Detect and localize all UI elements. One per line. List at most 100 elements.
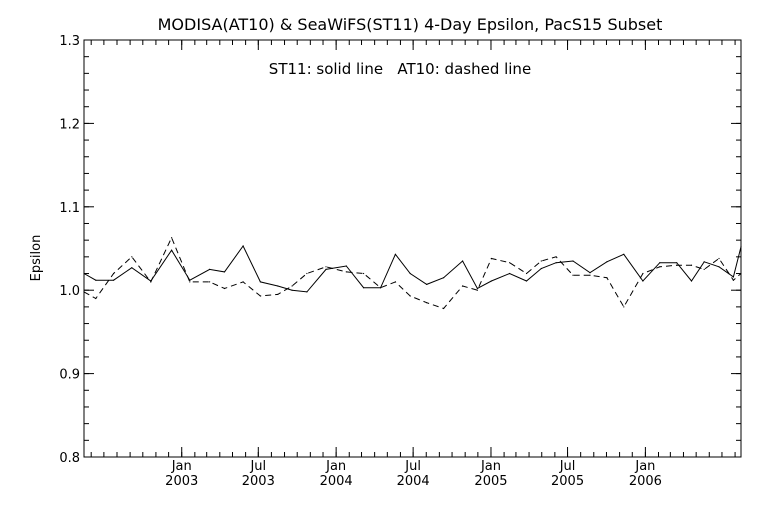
data-point-st11 [83,272,85,275]
x-tick-year-label: 2005 [474,474,507,489]
data-point-at10 [209,281,211,283]
data-point-st11 [490,280,492,282]
data-point-at10 [476,289,478,291]
data-point-st11 [306,291,308,293]
data-point-st11 [642,280,644,282]
data-point-at10 [95,297,97,300]
data-point-at10 [703,268,705,270]
data-point-st11 [740,246,742,248]
data-point-st11 [443,277,445,279]
data-point-at10 [740,272,742,275]
x-tick-month-label: Jan [325,459,346,474]
data-point-at10 [259,295,261,297]
x-tick-year-label: 2006 [629,474,662,489]
y-tick-label: 0.8 [59,451,80,466]
data-point-at10 [525,272,528,275]
x-tick-month-label: Jul [249,459,266,474]
data-point-at10 [242,281,244,283]
data-point-at10 [325,266,327,268]
y-axis-label: Epsilon [29,235,44,282]
data-point-st11 [462,260,464,262]
data-point-st11 [95,279,97,281]
data-point-at10 [718,257,720,260]
data-point-at10 [509,262,511,264]
x-tick-year-label: 2004 [397,474,430,489]
y-tick-label: 1.3 [59,34,80,49]
y-tick-label: 1.1 [59,201,80,216]
data-point-st11 [540,267,542,270]
chart-title: MODISA(AT10) & SeaWiFS(ST11) 4-Day Epsil… [158,15,663,34]
data-point-at10 [623,306,625,308]
data-point-st11 [509,272,511,275]
y-tick-label: 1.0 [59,284,80,299]
data-point-st11 [394,253,396,255]
data-point-at10 [189,281,191,283]
data-point-at10 [572,274,574,276]
data-point-at10 [345,271,347,273]
data-point-at10 [150,281,152,283]
data-point-st11 [572,260,574,262]
data-point-at10 [589,274,591,276]
data-point-st11 [171,249,173,251]
data-point-st11 [223,271,226,273]
x-tick-month-label: Jan [171,459,192,474]
data-point-at10 [83,291,85,293]
data-point-at10 [409,295,411,297]
series-annotation: ST11: solid line AT10: dashed line [269,60,531,78]
data-point-st11 [589,272,591,274]
y-tick-label: 0.9 [59,368,80,383]
data-point-at10 [659,266,661,268]
data-point-at10 [171,237,173,239]
data-point-st11 [555,262,557,264]
data-point-st11 [623,253,625,255]
x-tick-year-label: 2004 [320,474,353,489]
data-point-at10 [676,264,678,266]
data-point-st11 [703,261,705,263]
x-tick-year-label: 2003 [242,474,275,489]
data-point-st11 [345,265,347,267]
data-point-st11 [259,281,261,283]
data-point-st11 [242,245,244,247]
data-point-st11 [277,285,279,287]
data-point-st11 [113,279,115,281]
data-point-at10 [540,260,542,262]
data-point-at10 [606,277,608,279]
data-point-st11 [732,276,735,278]
data-point-st11 [291,289,293,291]
data-point-at10 [131,256,133,258]
x-tick-month-label: Jan [480,459,501,474]
x-tick-month-label: Jan [634,459,655,474]
data-point-at10 [113,272,115,275]
data-point-st11 [426,283,428,285]
data-point-st11 [659,262,661,264]
data-point-at10 [555,256,557,258]
x-tick-year-label: 2005 [551,474,584,489]
data-point-st11 [690,280,693,282]
data-point-at10 [223,287,226,290]
data-point-at10 [443,307,445,310]
data-point-at10 [363,272,365,275]
axis-ticks: 0.80.91.01.11.21.3Jan2003Jul2003Jan2004J… [59,34,741,489]
data-point-at10 [426,302,428,304]
x-tick-year-label: 2003 [165,474,198,489]
y-tick-label: 1.2 [59,117,80,132]
data-point-st11 [325,268,327,270]
data-point-at10 [291,285,293,287]
data-point-st11 [525,280,528,282]
x-tick-month-label: Jul [559,459,576,474]
data-point-at10 [380,287,382,289]
series-layer [83,236,742,310]
data-point-st11 [476,287,478,290]
data-point-st11 [409,272,411,275]
data-point-at10 [690,264,693,266]
data-point-at10 [462,285,464,287]
data-point-st11 [718,266,720,268]
data-point-st11 [606,261,608,263]
data-point-at10 [394,281,396,283]
data-point-st11 [363,287,365,289]
x-tick-month-label: Jul [404,459,421,474]
data-point-at10 [490,257,492,260]
data-point-at10 [306,272,308,275]
